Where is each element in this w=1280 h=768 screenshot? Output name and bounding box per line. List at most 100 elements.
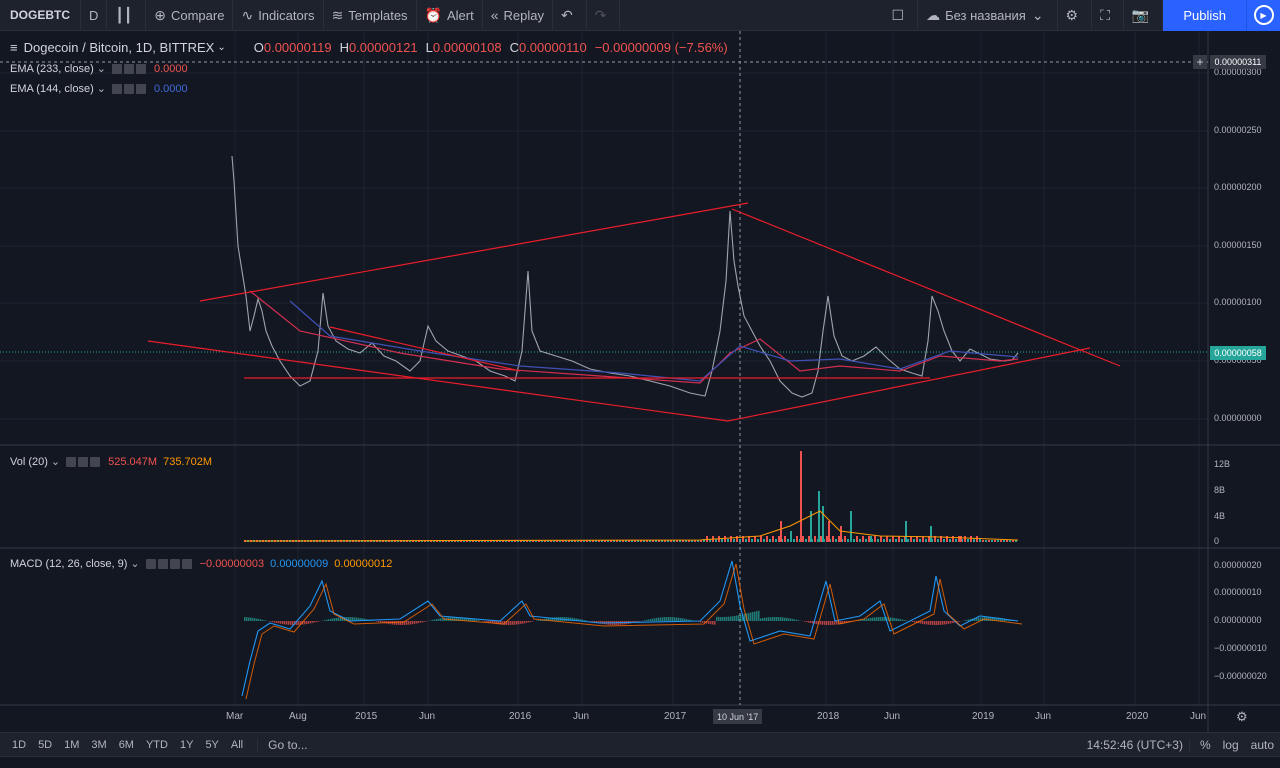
range-button[interactable]: 1Y bbox=[179, 738, 194, 751]
publish-button[interactable]: Publish bbox=[1163, 0, 1246, 31]
clock-time[interactable]: 14:52:46 (UTC+3) bbox=[1086, 737, 1183, 752]
compare-button[interactable]: ⊕ Compare bbox=[146, 0, 234, 31]
ema-144-buttons[interactable] bbox=[111, 83, 148, 94]
macd-buttons[interactable] bbox=[145, 558, 194, 569]
log-toggle[interactable]: log bbox=[1222, 737, 1239, 752]
macd-histogram-bar bbox=[712, 621, 714, 625]
volume-bar bbox=[967, 539, 969, 542]
macd-chevron-icon[interactable]: ⌄ bbox=[130, 558, 140, 570]
play-button[interactable]: ▶ bbox=[1246, 0, 1280, 31]
gear-icon[interactable] bbox=[157, 558, 168, 569]
macd-histogram-bar bbox=[932, 621, 934, 625]
close-icon[interactable] bbox=[181, 558, 192, 569]
collapse-icon[interactable]: ≡ bbox=[10, 40, 18, 55]
ema-144-chevron-icon[interactable]: ⌄ bbox=[96, 83, 106, 95]
volume-bar bbox=[565, 540, 567, 542]
replay-button[interactable]: «Replay bbox=[483, 0, 553, 31]
macd-histogram-bar bbox=[538, 620, 540, 621]
macd-line bbox=[241, 560, 1019, 697]
auto-toggle[interactable]: auto bbox=[1250, 737, 1274, 752]
volume-bar bbox=[955, 539, 957, 542]
volume-bar bbox=[670, 540, 672, 542]
macd-histogram-bar bbox=[664, 617, 666, 621]
volume-bar bbox=[985, 540, 987, 542]
symbol-title[interactable]: Dogecoin / Bitcoin, 1D, BITTREX bbox=[23, 40, 215, 55]
trend-line-upper-left[interactable] bbox=[199, 202, 749, 302]
layout-name-button[interactable]: ☁ Без названия ⌄ bbox=[918, 0, 1058, 31]
range-button[interactable]: 3M bbox=[91, 738, 107, 751]
alert-button[interactable]: ⏰ Alert bbox=[417, 0, 483, 31]
ema-233-buttons[interactable] bbox=[111, 63, 148, 74]
macd-histogram-bar bbox=[248, 617, 250, 621]
trend-line-upper-right[interactable] bbox=[731, 208, 1121, 367]
close-icon[interactable] bbox=[135, 63, 146, 74]
symbol-search[interactable]: DOGEBTC bbox=[0, 0, 81, 31]
chart-canvas[interactable] bbox=[0, 31, 1280, 732]
volume-bar bbox=[943, 539, 945, 542]
gear-icon[interactable] bbox=[78, 456, 89, 467]
range-button[interactable]: 1D bbox=[12, 738, 27, 751]
macd-histogram-bar bbox=[978, 617, 980, 621]
range-button[interactable]: 6M bbox=[118, 738, 134, 751]
volume-legend[interactable]: Vol (20) ⌄ 525.047M 735.702M bbox=[10, 455, 212, 469]
macd-histogram-bar bbox=[786, 617, 788, 621]
macd-histogram-bar bbox=[812, 621, 814, 624]
gear-icon[interactable] bbox=[123, 83, 134, 94]
add-alert-plus-icon[interactable]: + bbox=[1193, 55, 1207, 69]
indicators-button[interactable]: ∿ Indicators bbox=[233, 0, 324, 31]
macd-histogram-bar bbox=[804, 621, 806, 622]
range-button[interactable]: YTD bbox=[145, 738, 168, 751]
price-tick-label: 0.00000100 bbox=[1214, 297, 1262, 307]
volume-bar bbox=[574, 540, 576, 542]
volume-bar bbox=[814, 536, 816, 542]
layout-toggle-button[interactable]: ☐ bbox=[884, 0, 919, 31]
goto-button[interactable]: Go to... bbox=[257, 737, 308, 752]
trend-lines[interactable] bbox=[147, 202, 1121, 422]
ema-233-chevron-icon[interactable]: ⌄ bbox=[96, 63, 106, 75]
close-icon[interactable] bbox=[135, 83, 146, 94]
macd-histogram-bar bbox=[574, 618, 576, 621]
macd-histogram-bar bbox=[904, 620, 906, 621]
ema-144-legend[interactable]: EMA (144, close) ⌄ 0.0000 bbox=[10, 82, 188, 96]
range-button[interactable]: 5D bbox=[38, 738, 53, 751]
interval-button[interactable]: D bbox=[81, 0, 108, 31]
trend-line-lower-left[interactable] bbox=[147, 340, 729, 422]
fullscreen-button[interactable]: ⛶ bbox=[1092, 0, 1124, 31]
volume-bar bbox=[808, 536, 810, 542]
macd-legend[interactable]: MACD (12, 26, close, 9) ⌄ −0.00000003 0.… bbox=[10, 557, 392, 571]
percent-toggle[interactable]: % bbox=[1188, 737, 1217, 752]
macd-histogram-bar bbox=[680, 618, 682, 621]
macd-histogram-bar bbox=[834, 621, 836, 625]
settings-button[interactable]: ⚙ bbox=[1058, 0, 1093, 31]
axis-settings-gear-icon[interactable]: ⚙ bbox=[1236, 709, 1248, 724]
range-button[interactable]: All bbox=[230, 738, 244, 751]
ema-233-legend[interactable]: EMA (233, close) ⌄ 0.0000 bbox=[10, 62, 188, 76]
range-button[interactable]: 5Y bbox=[205, 738, 219, 751]
title-chevron-icon[interactable]: ⌄ bbox=[217, 42, 226, 53]
eye-icon[interactable] bbox=[111, 83, 122, 94]
macd-histogram-bar bbox=[566, 617, 568, 621]
undo-button[interactable]: ↶ bbox=[553, 0, 587, 31]
compare-label: Compare bbox=[170, 7, 225, 23]
volume-chevron-icon[interactable]: ⌄ bbox=[50, 456, 61, 468]
eye-icon[interactable] bbox=[66, 456, 77, 467]
templates-button[interactable]: ≋ Templates bbox=[324, 0, 417, 31]
macd-histogram-bar bbox=[844, 621, 846, 624]
snapshot-button[interactable]: 📷 bbox=[1124, 0, 1164, 31]
volume-bar bbox=[631, 540, 633, 542]
volume-bar bbox=[964, 536, 966, 542]
range-button[interactable]: 1M bbox=[64, 738, 80, 751]
macd-histogram-bar bbox=[494, 621, 496, 624]
volume-buttons[interactable] bbox=[66, 456, 102, 467]
close-icon[interactable] bbox=[90, 456, 101, 467]
volume-tick-label: 8B bbox=[1214, 485, 1226, 495]
trend-line-small[interactable] bbox=[329, 326, 521, 372]
eye-icon[interactable] bbox=[111, 63, 122, 74]
eye-icon[interactable] bbox=[145, 558, 156, 569]
gear-icon[interactable] bbox=[123, 63, 134, 74]
macd-histogram-bar bbox=[890, 617, 892, 621]
redo-button[interactable]: ↷ bbox=[587, 0, 621, 31]
braces-icon[interactable] bbox=[169, 558, 180, 569]
trend-line-lower-right[interactable] bbox=[727, 347, 1091, 422]
chart-style-button[interactable]: ┃┃ bbox=[107, 0, 147, 31]
